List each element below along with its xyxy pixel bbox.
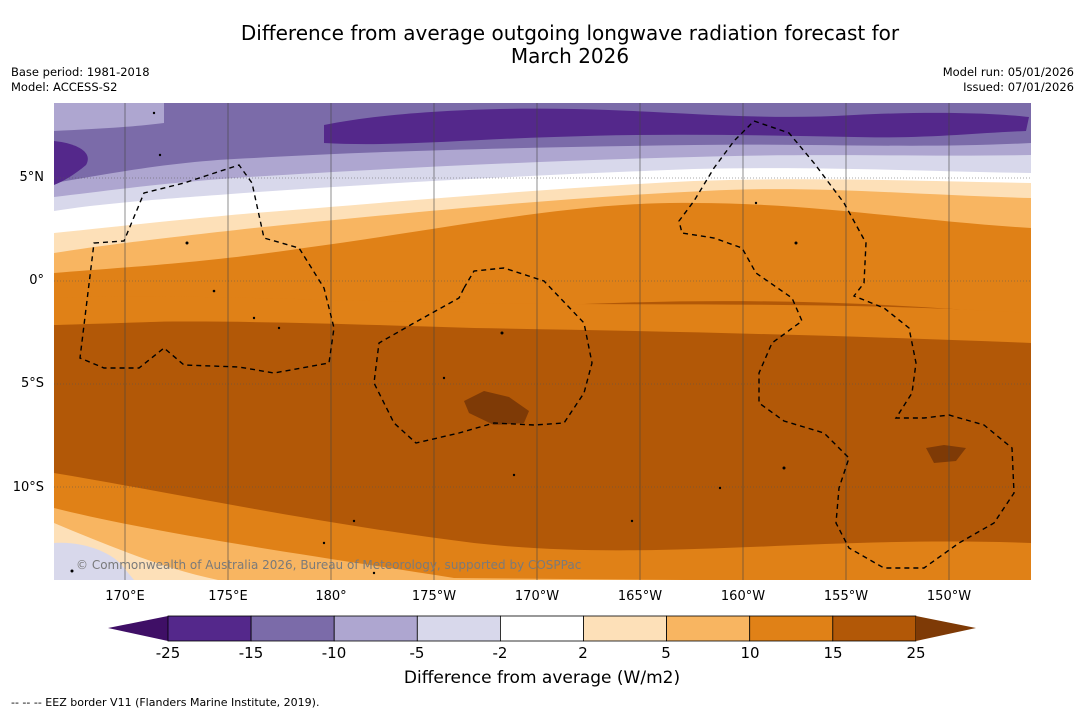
meridians [124, 103, 950, 580]
colorbar-segment [666, 615, 751, 642]
model-run: Model run: 05/01/2026 [942, 65, 1074, 79]
band-10-15-mid [54, 296, 1031, 343]
run-info: Model run: 05/01/2026 Issued: 07/01/2026 [943, 65, 1074, 95]
colorbar-label: -5 [409, 644, 425, 662]
lon-tick: 170°E [105, 589, 145, 604]
band-minus15-minus25-west [54, 141, 88, 185]
colorbar-segment [250, 615, 335, 642]
colorbar-segments [167, 615, 917, 642]
chart-title: Difference from average outgoing longwav… [170, 22, 970, 68]
title-line-2: March 2026 [510, 44, 630, 68]
colorbar-segment [583, 615, 667, 642]
model-info: Base period: 1981-2018 Model: ACCESS-S2 [11, 65, 150, 95]
model-name: Model: ACCESS-S2 [11, 80, 118, 94]
lon-tick: 180° [315, 589, 347, 604]
colorbar-label: -25 [155, 644, 181, 662]
base-period: Base period: 1981-2018 [11, 65, 150, 79]
band-25-plus-east [926, 445, 966, 463]
lat-tick: 10°S [12, 480, 44, 495]
anomaly-map [54, 103, 1031, 580]
colorbar-label: 15 [823, 644, 843, 662]
lon-tick: 150°W [926, 589, 972, 604]
lon-tick: 175°E [208, 589, 248, 604]
lon-tick: 165°W [617, 589, 663, 604]
colorbar-title: Difference from average (W/m2) [403, 668, 681, 688]
colorbar-segment [333, 615, 418, 642]
lon-tick: 155°W [823, 589, 869, 604]
colorbar-segment [749, 615, 834, 642]
eez-legend-note: -- -- -- EEZ border V11 (Flanders Marine… [11, 696, 320, 709]
lat-tick: 0° [29, 273, 44, 288]
colorbar-segment [167, 615, 252, 642]
lon-tick: 170°W [514, 589, 560, 604]
colorbar-label: 10 [740, 644, 760, 662]
colorbar-label: -2 [492, 644, 508, 662]
band-10-15-south [54, 473, 1031, 580]
issued-date: Issued: 07/01/2026 [963, 80, 1074, 94]
colorbar-extend-high [916, 616, 976, 641]
colorbar-label: 5 [661, 644, 671, 662]
lat-tick: 5°N [19, 170, 45, 185]
colorbar-segment [832, 615, 917, 642]
colorbar-segment [499, 615, 584, 642]
islands [70, 111, 798, 575]
lon-tick: 175°W [411, 589, 457, 604]
colorbar-label: 25 [906, 644, 926, 662]
colorbar-label: -10 [321, 644, 347, 662]
colorbar [108, 615, 976, 642]
band-minus2-minus5-south [54, 542, 134, 580]
colorbar-label: -15 [238, 644, 264, 662]
band-5-10-south [54, 508, 685, 580]
lon-tick: 160°W [720, 589, 766, 604]
colorbar-extend-low [108, 616, 168, 641]
band-25-plus-central [464, 391, 529, 425]
lat-tick: 5°S [20, 376, 44, 391]
band-minus15-minus25-north [324, 108, 1029, 145]
copyright-notice: © Commonwealth of Australia 2026, Bureau… [76, 558, 582, 572]
colorbar-label: 2 [578, 644, 588, 662]
map-panel [54, 103, 1031, 580]
title-line-1: Difference from average outgoing longwav… [240, 21, 900, 45]
graticule [54, 177, 1031, 488]
eez-borders [79, 120, 1015, 569]
colorbar-segment [416, 615, 501, 642]
